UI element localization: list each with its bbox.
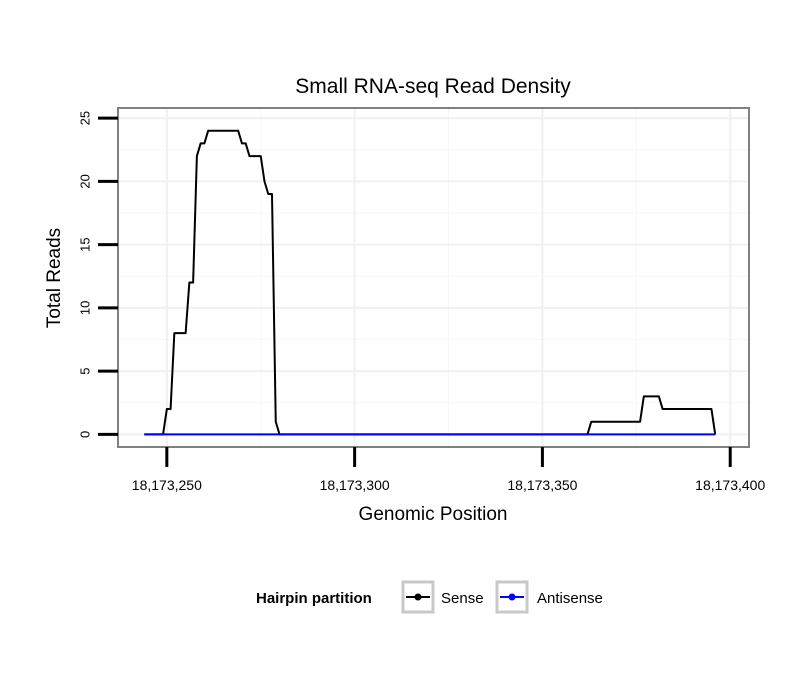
x-tick-label-3: 18,173,400 — [695, 477, 765, 493]
legend-label-antisense: Antisense — [537, 590, 603, 607]
series-lines — [144, 129, 717, 436]
y-tick-label-20: 20 — [77, 174, 92, 188]
legend-label-sense: Sense — [441, 590, 484, 607]
legend-key-antisense-marker — [508, 593, 516, 601]
y-tick-label-0: 0 — [77, 431, 92, 438]
x-tick-label-1: 18,173,300 — [320, 477, 390, 493]
legend-title: Hairpin partition — [256, 590, 372, 607]
y-tick-label-15: 15 — [77, 237, 92, 251]
legend: Hairpin partition Sense Antisense — [256, 580, 603, 614]
series-line-sense — [144, 129, 717, 436]
legend-entry-sense: Sense — [401, 580, 484, 614]
plot-border — [117, 107, 750, 448]
y-axis: 0 5 10 15 20 25 — [77, 111, 118, 438]
y-axis-label: Total Reads — [44, 228, 65, 328]
y-tick-label-10: 10 — [77, 301, 92, 315]
legend-entry-antisense: Antisense — [495, 580, 603, 614]
x-tick-label-0: 18,173,250 — [132, 477, 202, 493]
y-tick-label-25: 25 — [77, 111, 92, 125]
plot-panel — [118, 108, 749, 447]
x-axis: 18,173,250 18,173,300 18,173,350 18,173,400 — [132, 447, 765, 493]
x-tick-label-2: 18,173,350 — [507, 477, 577, 493]
x-axis-label: Genomic Position — [359, 504, 508, 525]
chart-title: Small RNA-seq Read Density — [295, 75, 571, 98]
y-tick-label-5: 5 — [77, 367, 92, 374]
legend-key-sense-marker — [414, 593, 422, 601]
